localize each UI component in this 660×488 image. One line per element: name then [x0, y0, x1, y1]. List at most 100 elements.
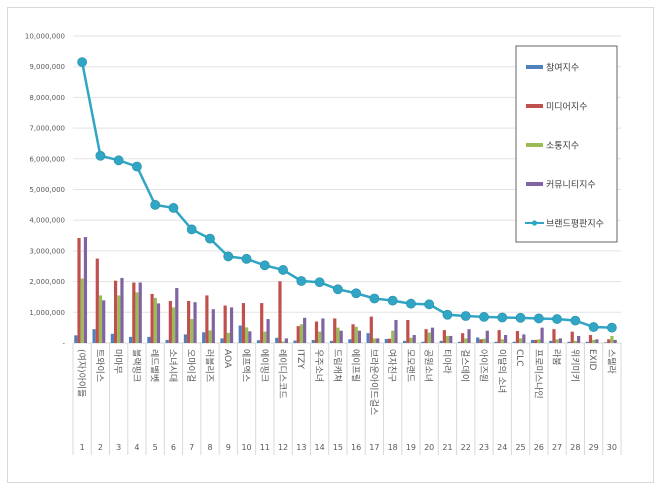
- y-tick-label: 2,000,000: [29, 278, 65, 286]
- rank-label: 13: [296, 443, 306, 452]
- rank-label: 17: [369, 443, 379, 452]
- y-tick-label: -: [62, 340, 65, 348]
- bar-4-12: [284, 338, 288, 343]
- category-label: 레이디스코드: [277, 349, 288, 399]
- bar-4-23: [485, 330, 489, 343]
- legend-label-3: 소통지수: [546, 141, 579, 152]
- bar-2-5: [150, 293, 154, 343]
- legend-label-5: 브랜드평판지수: [546, 219, 604, 230]
- bar-3-16: [354, 326, 358, 343]
- bar-2-30: [607, 339, 611, 343]
- bar-3-18: [391, 330, 395, 343]
- bar-2-13: [296, 326, 300, 343]
- bar-2-25: [515, 331, 520, 343]
- category-label: ITZY: [295, 349, 305, 369]
- rank-label: 28: [570, 443, 580, 452]
- bar-3-6: [171, 307, 176, 343]
- bar-3-3: [117, 295, 121, 343]
- category-label: 에프엑스: [240, 349, 252, 382]
- bar-1-11: [256, 340, 261, 343]
- category-label: CLC: [514, 349, 524, 367]
- bar-4-5: [156, 303, 161, 343]
- bar-3-25: [519, 338, 523, 343]
- bar-2-18: [387, 338, 392, 343]
- legend-swatch-2: [526, 104, 543, 108]
- bar-1-4: [129, 336, 133, 343]
- bar-2-17: [369, 316, 373, 343]
- bar-3-30: [610, 335, 614, 343]
- bar-4-18: [394, 319, 398, 343]
- bar-1-29: [585, 341, 589, 343]
- line-point-1: [77, 57, 88, 67]
- bar-4-19: [412, 335, 416, 343]
- bar-2-24: [497, 330, 501, 343]
- rank-label: 20: [424, 443, 434, 452]
- bar-4-6: [175, 288, 179, 343]
- legend-marker: [531, 220, 538, 226]
- bar-3-8: [208, 330, 212, 343]
- y-tick-label: 1,000,000: [29, 309, 65, 317]
- line-point-26: [533, 313, 544, 324]
- bar-1-9: [220, 338, 224, 343]
- bar-4-17: [376, 338, 380, 343]
- bar-2-29: [588, 335, 593, 343]
- bar-4-25: [522, 334, 526, 343]
- line-point-23: [479, 312, 489, 322]
- line-point-13: [296, 276, 307, 286]
- rank-label: 10: [241, 443, 251, 452]
- bar-2-20: [424, 329, 428, 343]
- bar-4-22: [467, 329, 471, 343]
- bar-4-27: [558, 338, 562, 343]
- category-label: 드림캐쳐: [331, 349, 343, 382]
- rank-label: 16: [351, 443, 361, 452]
- bar-4-10: [248, 331, 252, 343]
- line-point-29: [588, 322, 599, 332]
- rank-label: 23: [479, 443, 489, 452]
- bar-1-3: [110, 333, 114, 343]
- bar-3-14: [318, 331, 322, 343]
- bar-4-1: [83, 237, 88, 343]
- category-label: 라붐: [551, 349, 562, 366]
- bar-1-25: [512, 341, 516, 343]
- bar-3-27: [555, 339, 559, 343]
- bar-1-23: [476, 337, 480, 343]
- line-point-25: [515, 312, 526, 323]
- bar-2-26: [534, 339, 538, 343]
- bar-4-28: [577, 335, 581, 343]
- bar-1-19: [403, 340, 407, 343]
- rank-label: 14: [315, 443, 325, 452]
- rank-label: 25: [515, 443, 525, 452]
- line-point-11: [259, 260, 270, 271]
- line-point-7: [186, 224, 197, 235]
- bar-3-19: [409, 337, 413, 343]
- line-point-19: [406, 298, 416, 309]
- bar-2-6: [168, 300, 172, 343]
- line-point-18: [387, 295, 398, 306]
- bar-2-3: [113, 280, 118, 343]
- bar-2-1: [77, 238, 81, 343]
- y-tick-label: 9,000,000: [29, 63, 65, 71]
- bar-2-16: [351, 324, 355, 343]
- bar-4-30: [613, 339, 617, 343]
- bar-2-8: [205, 295, 209, 343]
- y-tick-label: 5,000,000: [29, 186, 65, 194]
- bar-2-2: [95, 258, 99, 343]
- rank-label: 11: [260, 443, 270, 452]
- legend-swatch-1: [526, 65, 543, 69]
- bar-2-23: [479, 339, 483, 343]
- line-point-17: [369, 293, 380, 304]
- bar-1-27: [549, 340, 553, 343]
- category-label: 이달의 소녀: [496, 349, 508, 393]
- category-label: 오마이걸: [185, 349, 196, 382]
- bar-4-3: [120, 277, 124, 343]
- bar-3-4: [135, 292, 139, 343]
- line-point-5: [150, 199, 161, 210]
- category-label: 브라운아이드걸스: [368, 349, 379, 415]
- bar-3-2: [98, 295, 103, 343]
- bar-1-18: [384, 339, 388, 343]
- bar-3-5: [153, 297, 157, 343]
- legend-label-1: 참여지수: [546, 62, 579, 74]
- line-point-10: [241, 253, 252, 264]
- bar-4-24: [503, 335, 508, 343]
- bar-1-13: [293, 340, 297, 343]
